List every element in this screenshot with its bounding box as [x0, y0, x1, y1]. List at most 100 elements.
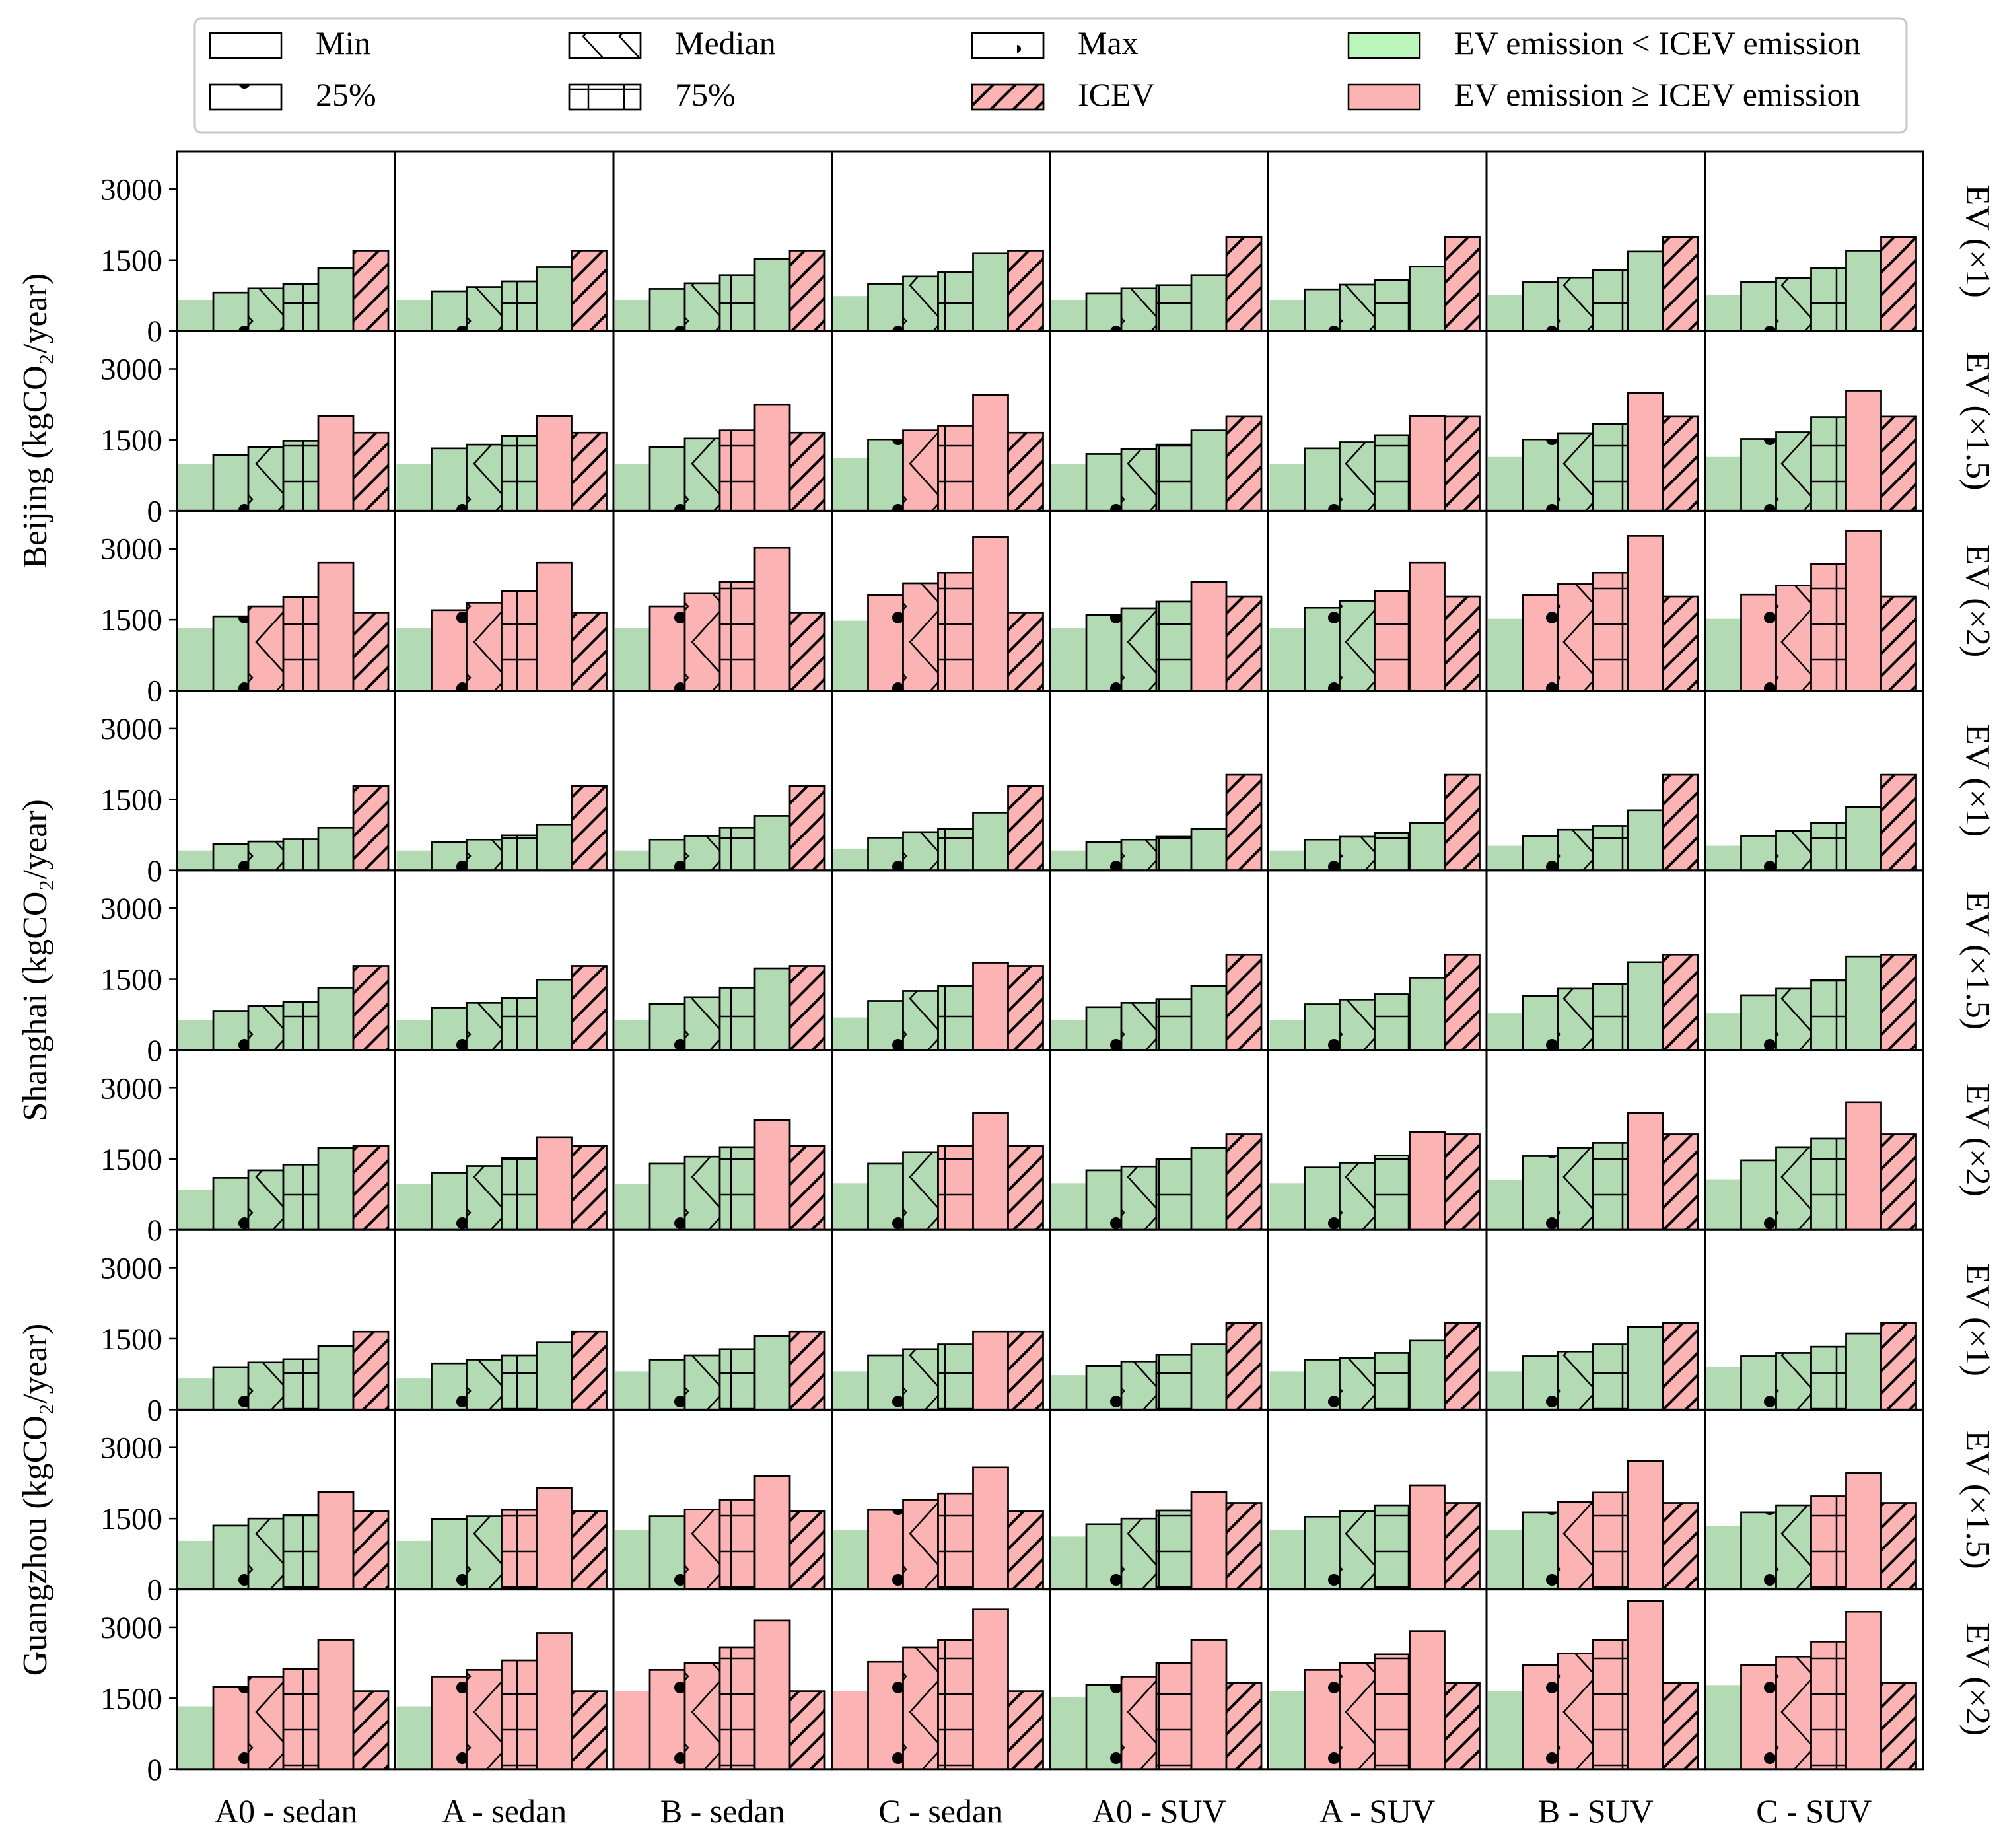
ytick-label-shanghai-ev-1-1500: 1500	[100, 783, 162, 817]
bar-guangzhou-ev-1-5-a0-sedan-25-pattern	[212, 1524, 250, 1590]
bar-guangzhou-ev-2-c-suv-median-pattern	[1775, 1656, 1812, 1771]
bar-beijing-ev-2-a0-sedan-min	[178, 628, 213, 691]
bar-guangzhou-ev-1-5-a-suv-min	[1269, 1530, 1305, 1590]
bar-guangzhou-ev-1-a-sedan-25-pattern	[431, 1362, 468, 1411]
bar-shanghai-ev-2-b-suv-max-pattern	[1627, 1112, 1664, 1231]
bar-guangzhou-ev-1-5-b-suv-75-pattern	[1592, 1491, 1629, 1590]
bar-beijing-ev-1-c-suv-max-pattern	[1845, 250, 1882, 332]
bar-beijing-ev-2-b-suv-median-pattern	[1557, 583, 1594, 692]
bar-shanghai-ev-1-c-sedan-max-pattern	[972, 812, 1009, 872]
bar-shanghai-ev-2-b-sedan-min	[615, 1184, 650, 1230]
row-label-guangzhou-ev-1: EV (×1)	[1959, 1263, 1996, 1376]
bar-shanghai-ev-1-a0-sedan-75-pattern	[282, 838, 320, 872]
bar-guangzhou-ev-2-c-suv-max-pattern	[1845, 1611, 1882, 1771]
bar-beijing-ev-2-c-suv-max-pattern	[1845, 530, 1882, 692]
bar-beijing-ev-1-5-a-suv-icev-pattern	[1444, 415, 1481, 512]
bar-shanghai-ev-2-a-sedan-median-pattern	[466, 1165, 503, 1231]
ytick-label-beijing-ev-2-0: 0	[147, 674, 163, 709]
bar-guangzhou-ev-2-c-suv-25-pattern	[1740, 1664, 1777, 1771]
bar-beijing-ev-1-b-suv-max-pattern	[1627, 250, 1664, 332]
bar-beijing-ev-2-a-sedan-min	[396, 628, 432, 691]
bar-shanghai-ev-1-c-suv-icev-pattern	[1880, 773, 1917, 872]
bar-shanghai-ev-1-5-a0-sedan-75-pattern	[282, 1001, 320, 1051]
bar-guangzhou-ev-1-a0-sedan-min	[178, 1378, 213, 1410]
bar-guangzhou-ev-1-a0-sedan-icev-pattern	[352, 1330, 390, 1411]
legend-label-ev-emission-icev-emission: EV emission ≥ ICEV emission	[1454, 76, 1860, 113]
bar-beijing-ev-2-c-suv-min	[1706, 618, 1741, 691]
bar-guangzhou-ev-1-a-sedan-75-pattern	[501, 1354, 538, 1411]
ylabel-guangzhou: Guangzhou (kgCO₂/year)	[17, 1324, 54, 1676]
bar-guangzhou-ev-2-a0-suv-max-pattern	[1190, 1639, 1228, 1771]
xtick-label-a0-sedan: A0 - sedan	[215, 1793, 358, 1830]
bar-shanghai-ev-1-5-c-sedan-75-pattern	[937, 985, 974, 1051]
bar-guangzhou-ev-1-5-a0-sedan-75-pattern	[282, 1514, 320, 1590]
bar-guangzhou-ev-1-b-sedan-min	[615, 1371, 650, 1410]
bar-guangzhou-ev-2-c-sedan-median-pattern	[902, 1646, 939, 1771]
bar-beijing-ev-1-b-suv-median-pattern	[1557, 277, 1594, 332]
ytick-label-shanghai-ev-2-0: 0	[147, 1213, 163, 1248]
bar-guangzhou-ev-1-b-sedan-25-pattern	[648, 1359, 686, 1411]
ytick-label-beijing-ev-1-1500: 1500	[100, 244, 162, 278]
bar-shanghai-ev-1-b-suv-max-pattern	[1627, 809, 1664, 872]
bar-guangzhou-ev-2-a-suv-max-pattern	[1409, 1630, 1446, 1771]
bar-guangzhou-ev-2-a-sedan-75-pattern	[501, 1659, 538, 1771]
legend-label-75: 75%	[675, 76, 736, 113]
bar-beijing-ev-1-b-suv-min	[1488, 295, 1523, 332]
bar-beijing-ev-1-c-sedan-min	[833, 296, 868, 332]
bar-guangzhou-ev-1-5-a0-suv-75-pattern	[1155, 1509, 1193, 1590]
bar-guangzhou-ev-1-a-suv-max-pattern	[1409, 1339, 1446, 1411]
bar-shanghai-ev-1-a-suv-median-pattern	[1339, 835, 1376, 872]
bar-shanghai-ev-1-5-a0-sedan-median-pattern	[247, 1005, 285, 1051]
ytick-label-guangzhou-ev-2-1500: 1500	[100, 1682, 162, 1716]
bar-beijing-ev-1-a0-suv-icev-pattern	[1225, 236, 1263, 332]
bar-beijing-ev-1-5-c-sedan-median-pattern	[902, 429, 939, 512]
bar-guangzhou-ev-2-b-suv-min	[1488, 1691, 1523, 1769]
ytick-label-shanghai-ev-1-0: 0	[147, 854, 163, 888]
bar-beijing-ev-2-c-sedan-median-pattern	[902, 582, 939, 692]
bar-beijing-ev-2-c-suv-median-pattern	[1775, 585, 1812, 692]
bar-shanghai-ev-2-a-sedan-max-pattern	[536, 1136, 573, 1231]
bar-guangzhou-ev-1-a0-suv-max-pattern	[1190, 1343, 1228, 1411]
bar-beijing-ev-1-a-suv-25-pattern	[1304, 288, 1341, 332]
bar-guangzhou-ev-2-c-suv-75-pattern	[1810, 1641, 1847, 1771]
bar-guangzhou-ev-1-c-sedan-min	[833, 1371, 868, 1410]
ytick-label-shanghai-ev-2-3000: 3000	[100, 1071, 162, 1106]
bar-shanghai-ev-1-5-b-sedan-min	[615, 1020, 650, 1050]
bar-shanghai-ev-1-a0-sedan-25-pattern	[212, 843, 250, 872]
bar-shanghai-ev-1-5-a-suv-25-pattern	[1304, 1003, 1341, 1051]
bar-shanghai-ev-1-5-a0-sedan-min	[178, 1020, 213, 1050]
bar-shanghai-ev-2-a0-sedan-icev-pattern	[352, 1145, 390, 1231]
bar-guangzhou-ev-1-5-c-suv-min	[1706, 1526, 1741, 1590]
bar-shanghai-ev-1-5-c-sedan-min	[833, 1017, 868, 1050]
bar-guangzhou-ev-2-a0-sedan-75-pattern	[282, 1668, 320, 1771]
bar-beijing-ev-1-5-a0-sedan-max-pattern	[317, 415, 355, 512]
bar-shanghai-ev-1-c-sedan-median-pattern	[902, 831, 939, 872]
bar-beijing-ev-1-b-sedan-median-pattern	[683, 282, 721, 332]
bar-guangzhou-ev-1-5-c-sedan-max-pattern	[972, 1466, 1009, 1590]
bar-guangzhou-ev-1-5-b-sedan-min	[615, 1530, 650, 1590]
bar-shanghai-ev-2-b-sedan-75-pattern	[718, 1146, 756, 1231]
bar-guangzhou-ev-1-b-suv-max-pattern	[1627, 1326, 1664, 1411]
bar-guangzhou-ev-1-c-sedan-75-pattern	[937, 1343, 974, 1411]
bar-guangzhou-ev-1-5-a0-suv-median-pattern	[1120, 1517, 1158, 1590]
bar-shanghai-ev-1-a-suv-max-pattern	[1409, 822, 1446, 872]
bar-beijing-ev-1-b-suv-icev-pattern	[1662, 236, 1699, 332]
bar-shanghai-ev-1-5-b-suv-min	[1488, 1013, 1523, 1050]
bar-shanghai-ev-1-c-suv-75-pattern	[1810, 822, 1847, 872]
bar-shanghai-ev-1-a-suv-icev-pattern	[1444, 773, 1481, 872]
bar-beijing-ev-2-c-suv-25-pattern	[1740, 593, 1777, 692]
bar-guangzhou-ev-2-a-sedan-median-pattern	[466, 1669, 503, 1771]
bar-beijing-ev-1-5-b-sedan-icev-pattern	[788, 431, 826, 512]
bar-beijing-ev-2-c-suv-75-pattern	[1810, 563, 1847, 692]
bar-guangzhou-ev-1-5-c-sedan-25-pattern	[867, 1509, 904, 1590]
bar-guangzhou-ev-1-b-suv-min	[1488, 1371, 1523, 1410]
bar-beijing-ev-2-b-suv-75-pattern	[1592, 571, 1629, 692]
bar-beijing-ev-1-b-sedan-max-pattern	[753, 258, 791, 332]
xtick-label-a-suv: A - SUV	[1319, 1793, 1435, 1830]
bar-beijing-ev-1-c-suv-icev-pattern	[1880, 236, 1917, 332]
bar-shanghai-ev-1-5-b-suv-median-pattern	[1557, 987, 1594, 1051]
bar-beijing-ev-1-c-suv-min	[1706, 295, 1741, 332]
bar-guangzhou-ev-2-a-sedan-icev-pattern	[571, 1690, 608, 1771]
bar-beijing-ev-2-b-sedan-median-pattern	[683, 592, 721, 692]
